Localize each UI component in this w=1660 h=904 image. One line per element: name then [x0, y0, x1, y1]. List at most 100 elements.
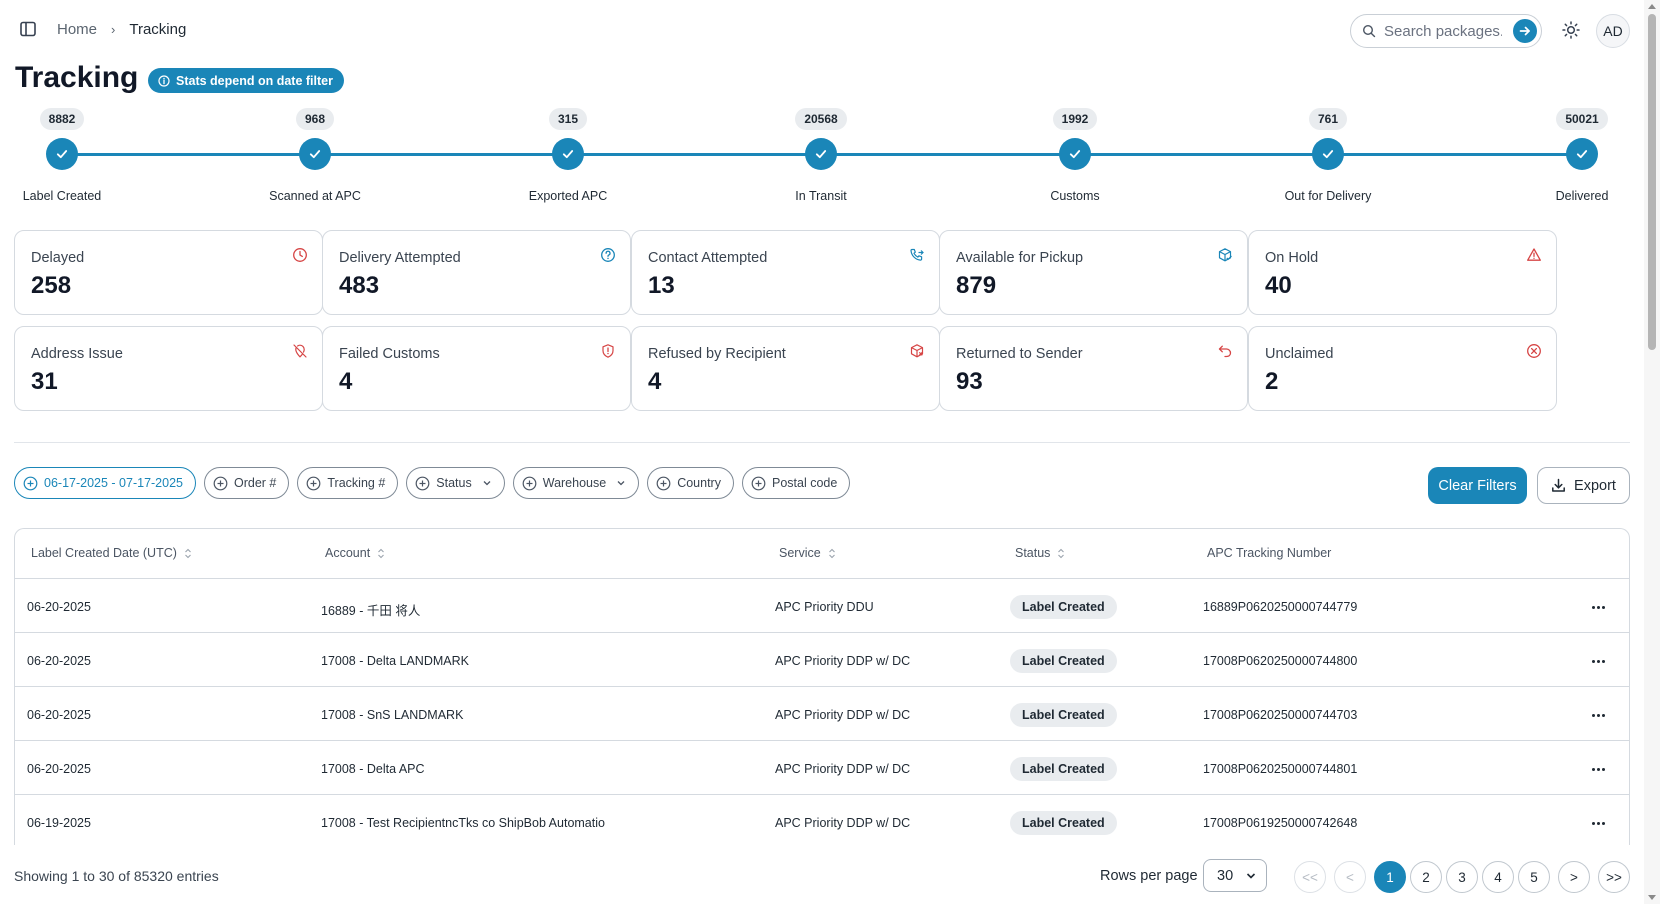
plus-circle-icon: [213, 476, 228, 490]
search-icon: [1362, 24, 1376, 38]
cell-tracking-number: 17008P0620250000744800: [1203, 654, 1358, 668]
more-horizontal-icon[interactable]: [1588, 652, 1608, 670]
cell-tracking-number: 17008P0619250000742648: [1203, 816, 1358, 830]
prev-page-button[interactable]: <: [1334, 861, 1366, 893]
plus-circle-icon: [751, 476, 766, 490]
sort-icon: [828, 548, 835, 558]
cell-tracking-number: 16889P0620250000744779: [1203, 600, 1358, 614]
scroll-down-arrow[interactable]: [1648, 895, 1656, 900]
page-button-2[interactable]: 2: [1410, 861, 1442, 893]
column-header-service[interactable]: Service: [779, 546, 836, 560]
avatar[interactable]: AD: [1596, 14, 1630, 48]
scroll-thumb[interactable]: [1648, 14, 1656, 350]
stepper-step[interactable]: 315 Exported APC: [488, 108, 648, 203]
export-label: Export: [1574, 477, 1616, 494]
page-button-3[interactable]: 3: [1446, 861, 1478, 893]
stat-card[interactable]: Address Issue 31: [14, 326, 323, 411]
rows-per-page-select[interactable]: 30: [1203, 859, 1267, 892]
entries-info: Showing 1 to 30 of 85320 entries: [14, 868, 219, 884]
step-label: Scanned at APC: [269, 189, 361, 203]
more-horizontal-icon[interactable]: [1588, 706, 1608, 724]
stat-card-value: 483: [339, 272, 380, 299]
step-count-badge: 50021: [1556, 108, 1608, 130]
clear-filters-button[interactable]: Clear Filters: [1428, 467, 1527, 504]
arrow-right-icon: [1519, 26, 1530, 36]
breadcrumb-current: Tracking: [129, 21, 187, 38]
table-row[interactable]: 06-20-2025 17008 - Delta LANDMARK APC Prio…: [15, 633, 1629, 687]
plus-circle-icon: [415, 476, 430, 490]
stat-card[interactable]: Failed Customs 4: [322, 326, 631, 411]
page-button-4[interactable]: 4: [1482, 861, 1514, 893]
breadcrumb: Home › Tracking: [57, 21, 186, 38]
stat-card[interactable]: Delayed 258: [14, 230, 323, 315]
table-row[interactable]: 06-20-2025 16889 - 千田 将人 APC Priority DDU L…: [15, 579, 1629, 633]
first-page-button[interactable]: <<: [1294, 861, 1326, 893]
stat-card-label: Refused by Recipient: [648, 346, 786, 362]
scroll-up-arrow[interactable]: [1648, 4, 1656, 9]
column-header-label: Account: [325, 546, 371, 560]
stat-card[interactable]: Contact Attempted 13: [631, 230, 940, 315]
column-header-date[interactable]: Label Created Date (UTC): [31, 546, 192, 560]
page-button-5[interactable]: 5: [1518, 861, 1550, 893]
stat-card[interactable]: Refused by Recipient 4: [631, 326, 940, 411]
alert-triangle-icon: [1527, 248, 1541, 261]
stat-card-value: 93: [956, 368, 983, 395]
more-horizontal-icon[interactable]: [1588, 760, 1608, 778]
stat-card[interactable]: On Hold 40: [1248, 230, 1557, 315]
sidebar-toggle-icon[interactable]: [19, 20, 37, 38]
country-filter[interactable]: Country: [647, 467, 734, 499]
stat-card[interactable]: Available for Pickup 879: [939, 230, 1248, 315]
step-count-badge: 761: [1308, 108, 1348, 130]
chevron-down-icon: [1246, 873, 1256, 879]
step-count-badge: 8882: [39, 108, 85, 130]
cell-service: APC Priority DDP w/ DC: [775, 708, 911, 722]
step-check-icon: [1312, 138, 1344, 170]
postal-code-filter[interactable]: Postal code: [741, 467, 851, 499]
table-row[interactable]: 06-20-2025 17008 - SnS LANDMARK APC Priori…: [15, 687, 1629, 741]
page-scrollbar[interactable]: [1644, 0, 1660, 904]
order-filter[interactable]: Order #: [204, 467, 290, 499]
stat-card[interactable]: Delivery Attempted 483: [322, 230, 631, 315]
step-count-badge: 20568: [795, 108, 847, 130]
last-page-button[interactable]: >>: [1598, 861, 1630, 893]
stat-card-label: Available for Pickup: [956, 250, 1084, 266]
stat-card[interactable]: Unclaimed 2: [1248, 326, 1557, 411]
table-row[interactable]: 06-19-2025 17008 - Test RecipientncTks co…: [15, 795, 1629, 845]
date-range-filter[interactable]: 06-17-2025 - 07-17-2025: [14, 467, 196, 499]
search-input[interactable]: [1384, 21, 1502, 41]
stepper-step[interactable]: 20568 In Transit: [741, 108, 901, 203]
column-header-account[interactable]: Account: [325, 546, 385, 560]
export-button[interactable]: Export: [1537, 467, 1630, 504]
cell-service: APC Priority DDU: [775, 600, 874, 614]
stepper-step[interactable]: 761 Out for Delivery: [1248, 108, 1408, 203]
table-header: Label Created Date (UTC) Account Service…: [15, 529, 1629, 579]
breadcrumb-home-link[interactable]: Home: [57, 21, 98, 38]
cell-account: 17008 - Delta LANDMARK: [321, 654, 469, 668]
stepper-step[interactable]: 1992 Customs: [995, 108, 1155, 203]
map-pin-off-icon: [293, 344, 307, 358]
stat-card-label: Delivery Attempted: [339, 250, 461, 266]
download-icon: [1552, 478, 1565, 492]
stat-card[interactable]: Returned to Sender 93: [939, 326, 1248, 411]
search-submit-button[interactable]: [1513, 19, 1537, 43]
cell-account: 17008 - SnS LANDMARK: [321, 708, 464, 722]
stat-card-label: Failed Customs: [339, 346, 440, 362]
more-horizontal-icon[interactable]: [1588, 598, 1608, 616]
tracking-filter[interactable]: Tracking #: [297, 467, 399, 499]
stepper-step[interactable]: 8882 Label Created: [0, 108, 142, 203]
table-row[interactable]: 06-20-2025 17008 - Delta APC APC Priority …: [15, 741, 1629, 795]
shield-alert-icon: [602, 344, 614, 358]
next-page-button[interactable]: >: [1558, 861, 1590, 893]
stepper-step[interactable]: 968 Scanned at APC: [235, 108, 395, 203]
column-header-status[interactable]: Status: [1015, 546, 1065, 560]
stat-card-value: 4: [648, 368, 662, 395]
package-x-icon: [910, 344, 924, 358]
status-filter[interactable]: Status: [406, 467, 505, 499]
more-horizontal-icon[interactable]: [1588, 814, 1608, 832]
stepper-step[interactable]: 50021 Delivered: [1502, 108, 1660, 203]
step-label: Exported APC: [528, 189, 608, 203]
page-button-1[interactable]: 1: [1374, 861, 1406, 893]
warehouse-filter[interactable]: Warehouse: [512, 467, 640, 499]
rows-per-page-label: Rows per page: [1100, 868, 1198, 884]
sun-icon[interactable]: [1561, 20, 1581, 40]
